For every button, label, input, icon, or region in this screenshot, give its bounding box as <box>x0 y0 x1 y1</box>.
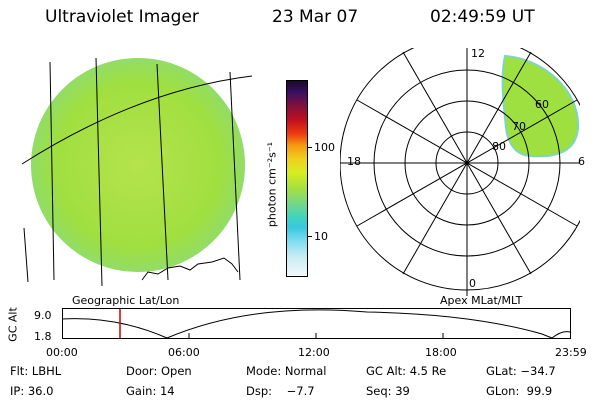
mlt-label-6: 6 <box>578 155 585 168</box>
lon-line <box>156 63 169 281</box>
alt-plot-xtick-label: 12:00 <box>298 346 330 359</box>
alt-plot-xtick-label: 00:00 <box>46 346 78 359</box>
colorbar-tick-10: 10 <box>314 230 328 243</box>
geographic-image[interactable] <box>18 50 258 290</box>
gc-alt-readout: GC Alt: 4.5 Re <box>366 364 447 378</box>
alt-plot-ytick-bottom: 1.8 <box>34 330 52 343</box>
glat-readout: GLat: −34.7 <box>486 364 556 378</box>
alt-plot-xtick-label: 23:59 <box>555 346 587 359</box>
mlt-spoke <box>356 99 578 227</box>
alt-plot-ytick-top: 9.0 <box>34 309 52 322</box>
apex-label: Apex MLat/MLT <box>440 294 523 307</box>
mode-readout: Mode: Normal <box>246 364 327 378</box>
alt-plot-xtick-label: 06:00 <box>168 346 200 359</box>
color-scale-bar <box>286 80 308 277</box>
mlt-label-0: 0 <box>469 277 476 290</box>
polar-plot[interactable] <box>340 48 580 296</box>
lat-line <box>21 75 253 165</box>
gain-readout: Gain: 14 <box>126 384 175 398</box>
mlt-label-12: 12 <box>471 47 485 60</box>
lon-line <box>95 57 103 287</box>
lat-label-80: 80 <box>492 140 506 153</box>
image-time: 02:49:59 UT <box>430 7 535 27</box>
lon-line <box>229 71 241 281</box>
earth-disk <box>31 58 245 272</box>
filter-readout: Flt: LBHL <box>10 364 62 378</box>
lat-label-70: 70 <box>512 120 526 133</box>
dsp-readout: Dsp: −7.7 <box>246 384 315 398</box>
mlt-label-18: 18 <box>347 155 361 168</box>
seq-readout: Seq: 39 <box>366 384 410 398</box>
lat-label-60: 60 <box>535 98 549 111</box>
colorbar-tick <box>307 236 312 237</box>
alt-plot-ylabel: GC Alt <box>6 307 20 342</box>
door-readout: Door: Open <box>126 364 192 378</box>
glon-readout: GLon: 99.9 <box>486 384 553 398</box>
image-date: 23 Mar 07 <box>272 7 359 27</box>
colorbar-tick-100: 100 <box>314 141 335 154</box>
lon-line <box>49 61 55 281</box>
coastline <box>141 257 239 281</box>
geographic-label: Geographic Lat/Lon <box>72 294 180 307</box>
altitude-plot[interactable] <box>62 308 572 342</box>
altitude-curve <box>62 309 571 339</box>
colorbar-tick <box>307 147 312 148</box>
lon-line <box>23 227 29 283</box>
instrument-title: Ultraviolet Imager <box>45 7 199 27</box>
ip-readout: IP: 36.0 <box>10 384 54 398</box>
colorbar-unit-label: photon cm⁻²s⁻¹ <box>265 141 279 228</box>
alt-plot-xtick-label: 18:00 <box>425 346 457 359</box>
